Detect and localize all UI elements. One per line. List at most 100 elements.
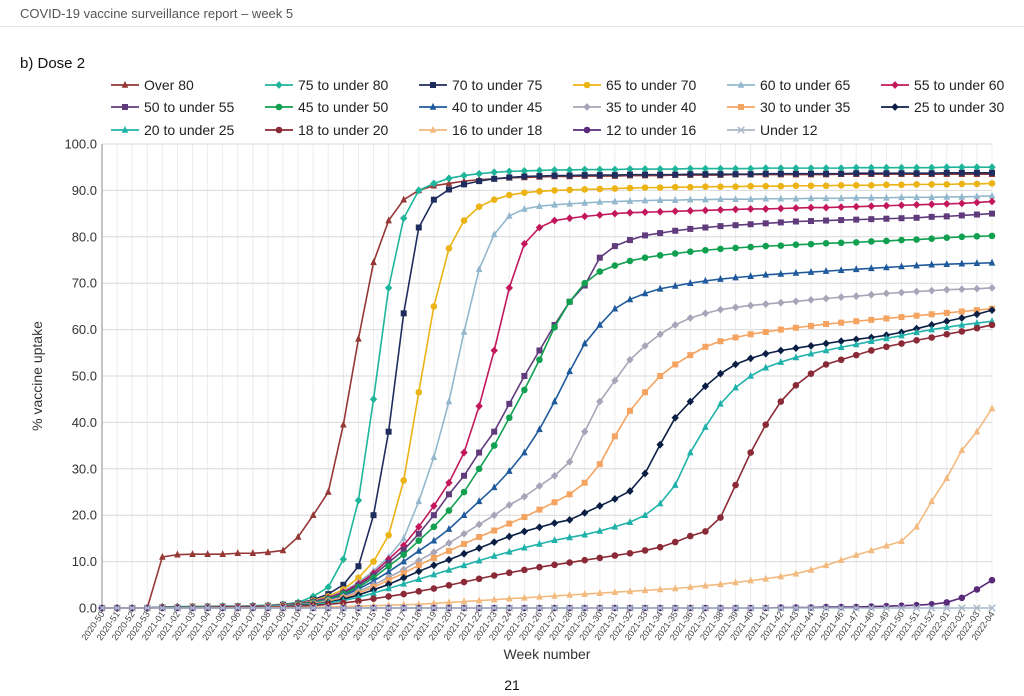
data-point-30-to-under-35 [385,577,392,584]
data-point-16-to-under-18 [822,561,830,569]
legend-marker [429,125,437,133]
data-point-16-to-under-18 [988,404,996,412]
data-point-60-to-under-65 [521,204,528,212]
data-point-75-to-under-80 [581,165,589,174]
data-point-18-to-under-20 [988,321,996,329]
data-point-50-to-under-55 [415,530,422,537]
data-point-30-to-under-35 [551,499,558,506]
data-point-30-to-under-35 [626,407,633,414]
data-point-75-to-under-80 [430,179,438,188]
data-point-35-to-under-40 [897,288,906,297]
data-point-50-to-under-55 [838,217,845,224]
data-point-70-to-under-75 [717,171,724,178]
data-point-75-to-under-80 [686,164,695,173]
data-point-50-to-under-55 [777,219,784,226]
data-point-30-to-under-35 [581,479,588,486]
data-point-70-to-under-75 [898,170,905,177]
data-point-30-to-under-35 [445,547,452,554]
legend-label: 12 to under 16 [606,122,697,138]
data-point-70-to-under-75 [385,428,392,435]
data-point-under-12 [686,604,695,612]
data-point-under-12 [641,604,649,612]
legend-label: Over 80 [144,77,194,93]
report-header: COVID-19 vaccine surveillance report – w… [20,6,294,21]
data-point-20-to-under-25 [852,340,860,348]
data-point-under-12-stroke [233,604,242,612]
data-point-65-to-under-70 [852,181,860,189]
data-point-55-to-under-60 [475,402,483,411]
data-point-75-to-under-80 [565,166,574,174]
data-point-60-to-under-65 [475,265,483,273]
legend-item-45-to-under-50: 45 to under 50 [265,99,389,115]
data-point-65-to-under-70 [656,184,664,191]
legend-label: 55 to under 60 [914,77,1005,93]
data-point-40-to-under-45 [475,497,483,505]
data-point-18-to-under-20 [671,538,679,546]
data-point-30-to-under-35 [838,319,845,326]
data-point-45-to-under-50 [717,245,724,253]
data-point-70-to-under-75 [777,170,784,177]
data-point-16-to-under-18 [475,596,483,604]
data-point-30-to-under-35 [415,562,422,569]
data-point-40-to-under-45 [581,339,589,347]
data-point-under-12 [384,604,393,612]
data-point-under-12 [309,604,317,612]
data-point-75-to-under-80 [837,164,845,173]
data-point-30-to-under-35 [747,331,754,338]
data-point-18-to-under-20 [400,590,407,598]
data-point-60-to-under-65 [883,193,890,201]
data-point-65-to-under-70 [415,388,423,396]
data-point-under-12-stroke [339,604,348,612]
data-point-60-to-under-65 [536,202,543,209]
data-point-under-12-stroke [173,604,182,612]
data-point-30-to-under-35 [823,321,830,328]
data-point-under-12 [973,604,981,612]
data-point-30-to-under-35 [943,309,950,316]
data-point-16-to-under-18 [928,497,935,505]
data-point-under-12-stroke [535,604,544,612]
data-point-20-to-under-25 [822,346,830,354]
data-point-50-to-under-55 [928,213,935,220]
data-point-16-to-under-18 [641,586,649,594]
data-point-75-to-under-80 [354,496,363,505]
data-point-over-80 [309,511,317,518]
data-point-under-12-stroke [550,604,559,612]
data-point-60-to-under-65 [702,195,709,203]
data-point-30-to-under-35 [566,491,573,498]
data-point-16-to-under-18 [868,546,875,554]
data-point-45-to-under-50 [807,240,815,248]
data-point-60-to-under-65 [687,195,694,203]
data-point-16-to-under-18 [852,551,860,558]
data-point-under-12-stroke [958,604,966,612]
data-point-50-to-under-55 [445,491,452,498]
data-point-75-to-under-80 [867,163,876,172]
data-point-55-to-under-60 [671,207,679,216]
data-point-20-to-under-25 [566,533,573,541]
data-point-12-to-under-16 [973,586,981,593]
data-point-20-to-under-25 [837,343,845,351]
data-point-65-to-under-70 [988,180,996,187]
data-point-55-to-under-60 [912,200,921,209]
data-point-50-to-under-55 [958,212,965,219]
data-point-75-to-under-80 [671,165,679,173]
data-point-20-to-under-25 [883,334,890,342]
series-line-65-to-under-70 [102,182,993,609]
data-point-70-to-under-75 [958,169,965,176]
data-point-16-to-under-18 [671,584,679,592]
data-point-25-to-under-30 [565,515,574,524]
series-35-to-under-40 [98,283,996,612]
data-point-20-to-under-25 [370,589,377,596]
data-point-60-to-under-65 [671,196,679,203]
data-point-50-to-under-55 [672,227,679,234]
data-point-16-to-under-18 [566,590,573,598]
data-point-65-to-under-70 [596,185,604,193]
data-point-under-12 [445,604,453,612]
data-point-30-to-under-35 [732,334,739,341]
data-point-60-to-under-65 [988,191,996,199]
data-point-25-to-under-30 [807,341,815,350]
data-point-20-to-under-25 [777,357,785,365]
data-point-65-to-under-70 [777,182,785,190]
data-point-20-to-under-25 [385,584,392,592]
data-point-under-12 [399,604,408,612]
data-point-35-to-under-40 [777,298,785,307]
